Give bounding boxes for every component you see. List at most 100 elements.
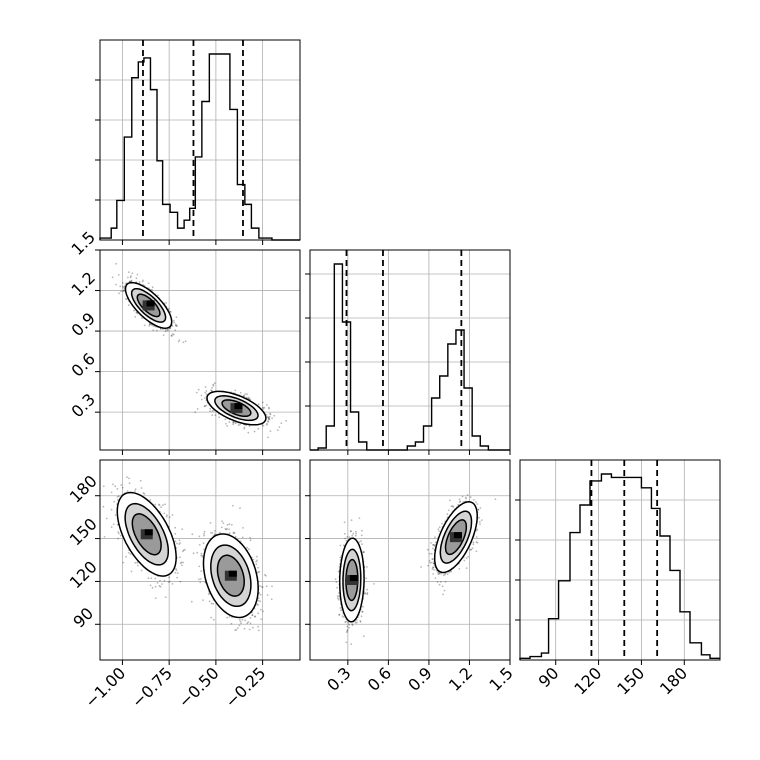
sample-point (128, 477, 130, 480)
sample-point (170, 335, 173, 337)
sample-point (195, 391, 198, 394)
sample-point (175, 325, 178, 327)
sample-point (115, 283, 117, 286)
sample-point (257, 403, 260, 406)
sample-point (210, 389, 213, 392)
sample-point (134, 490, 136, 492)
sample-point (143, 493, 146, 495)
sample-point (204, 391, 207, 394)
sample-point (200, 398, 203, 401)
sample-point (194, 411, 197, 414)
sample-point (114, 485, 117, 488)
sample-point (182, 561, 184, 564)
sample-point (267, 420, 269, 422)
sample-point (154, 585, 157, 588)
sample-point (111, 276, 114, 279)
sample-point (232, 532, 235, 535)
sample-point (141, 280, 144, 283)
sample-point (169, 311, 172, 313)
sample-point (208, 600, 211, 603)
sample-point (127, 271, 130, 274)
sample-point (128, 280, 131, 283)
sample-point (184, 548, 186, 551)
sample-point (285, 419, 287, 422)
sample-point (167, 581, 170, 583)
sample-point (124, 282, 127, 285)
sample-point (110, 526, 113, 528)
sample-point (228, 616, 231, 618)
sample-point (249, 617, 252, 619)
sample-point (212, 384, 215, 387)
sample-point (159, 579, 161, 582)
sample-point (152, 329, 155, 332)
sample-point (151, 288, 153, 291)
sample-point (141, 317, 143, 320)
sample-point (117, 531, 119, 533)
sample-point (134, 316, 137, 318)
sample-point (268, 418, 271, 421)
histogram-step (519, 473, 720, 660)
sample-point (130, 280, 133, 283)
sample-point (171, 514, 174, 516)
sample-point (118, 292, 120, 295)
sample-point (149, 323, 152, 326)
sample-point (136, 273, 139, 276)
sample-point (269, 412, 271, 415)
sample-point (175, 569, 178, 572)
sample-point (102, 485, 105, 488)
sample-point (267, 417, 270, 420)
sample-point (214, 533, 216, 536)
sample-point (241, 536, 244, 539)
sample-point (168, 516, 171, 519)
sample-point (135, 311, 138, 314)
sample-point (119, 285, 122, 288)
sample-point (151, 324, 154, 326)
sample-point (127, 304, 130, 307)
sample-point (113, 500, 116, 503)
sample-point (268, 417, 270, 419)
sample-point (224, 422, 227, 425)
sample-point (182, 341, 185, 344)
sample-point (155, 329, 158, 332)
sample-point (165, 515, 168, 518)
axes-frame (99, 39, 301, 241)
sample-point (262, 406, 264, 409)
sample-point (263, 406, 266, 409)
sample-point (171, 325, 174, 327)
sample-point (133, 309, 135, 312)
sample-point (112, 483, 114, 486)
sample-point (110, 508, 113, 511)
sample-point (266, 416, 269, 418)
sample-point (120, 484, 123, 486)
sample-point (168, 576, 171, 579)
sample-point (179, 542, 182, 544)
sample-point (164, 330, 167, 333)
sample-point (265, 585, 268, 588)
sample-point (150, 577, 153, 580)
sample-point (119, 534, 122, 537)
sample-point (116, 523, 119, 526)
sample-point (210, 389, 212, 391)
sample-point (240, 622, 243, 625)
sample-point (198, 578, 200, 581)
sample-point (253, 430, 256, 433)
sample-point (243, 394, 246, 397)
sample-point (232, 423, 235, 426)
sample-point (214, 414, 217, 417)
panel-hist-1 (305, 249, 511, 451)
sample-point (180, 561, 183, 564)
panel-2d-0-2 (99, 459, 301, 661)
sample-point (197, 388, 200, 391)
sample-point (158, 504, 161, 506)
sample-point (115, 262, 118, 265)
sample-point (224, 418, 227, 421)
sample-point (234, 422, 237, 425)
sample-point (243, 627, 246, 630)
sample-point (136, 561, 139, 564)
sample-point (176, 576, 179, 579)
sample-point (174, 329, 177, 332)
sample-point (129, 276, 132, 279)
sample-point (164, 503, 167, 506)
sample-point (171, 583, 174, 585)
